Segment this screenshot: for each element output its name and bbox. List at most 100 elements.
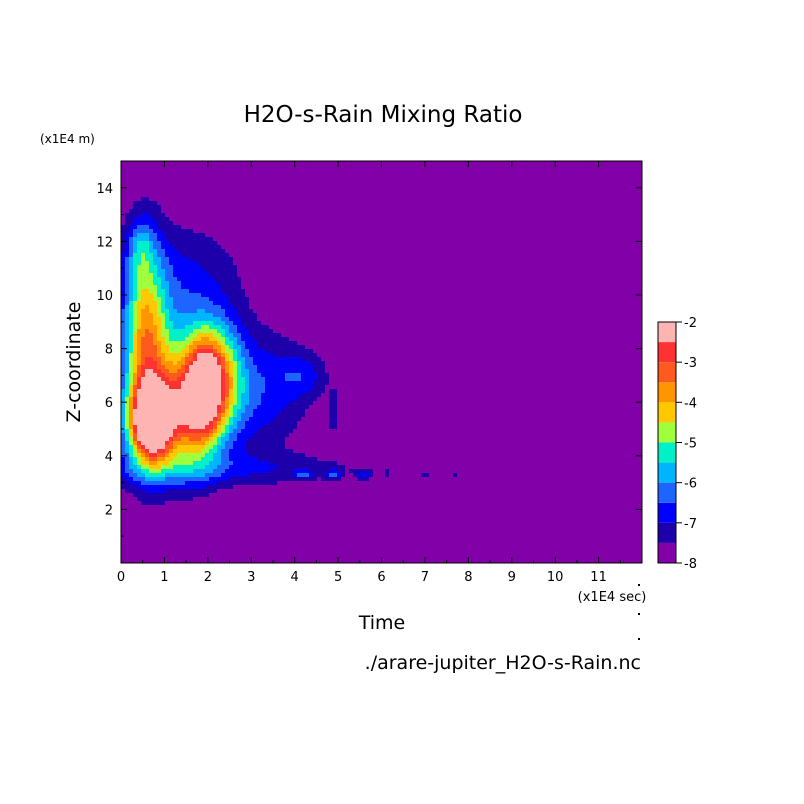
contour-cell [253,385,257,389]
contour-cell [145,453,149,457]
contour-cell [133,217,137,221]
contour-cell [249,437,253,441]
contour-cell [125,389,129,393]
contour-cell [297,465,301,469]
contour-cell [217,465,221,469]
contour-cell [177,357,181,361]
contour-cell [193,369,197,373]
contour-cell [169,381,173,385]
contour-cell [229,485,233,489]
contour-cell [141,445,145,449]
contour-cell [129,321,133,325]
contour-cell [245,369,249,373]
contour-cell [209,253,213,257]
contour-cell [185,361,189,365]
contour-cell [309,461,313,465]
contour-cell [285,369,289,373]
contour-cell [185,481,189,485]
contour-cell [129,305,133,309]
contour-cell [229,273,233,277]
contour-cell [133,473,137,477]
contour-cell [149,413,153,417]
contour-cell [205,265,209,269]
contour-cell [261,445,265,449]
contour-cell [137,369,141,373]
contour-cell [269,425,273,429]
contour-cell [181,313,185,317]
contour-cell [201,393,205,397]
contour-cell [133,301,137,305]
contour-cell [337,469,341,473]
contour-cell [237,413,241,417]
contour-cell [217,313,221,317]
contour-cell [121,297,125,301]
contour-cell [133,393,137,397]
contour-cell [165,285,169,289]
contour-cell [181,265,185,269]
contour-cell [161,245,165,249]
contour-cell [217,281,221,285]
contour-cell [209,453,213,457]
contour-cell [197,277,201,281]
contour-cell [257,345,261,349]
contour-cell [141,297,145,301]
contour-cell [157,237,161,241]
contour-cell [209,281,213,285]
contour-cell [205,421,209,425]
colorbar-swatch [658,342,676,363]
contour-cell [253,325,257,329]
contour-cell [173,425,177,429]
contour-cell [133,489,137,493]
contour-cell [149,321,153,325]
contour-cell [233,381,237,385]
contour-cell [173,497,177,501]
contour-cell [169,421,173,425]
contour-cell [281,397,285,401]
contour-cell [257,477,261,481]
contour-cell [229,297,233,301]
contour-cell [177,265,181,269]
contour-cell [145,497,149,501]
contour-cell [121,225,125,229]
contour-cell [161,225,165,229]
contour-cell [145,361,149,365]
contour-cell [453,473,457,477]
contour-cell [185,229,189,233]
contour-cell [189,333,193,337]
contour-cell [137,237,141,241]
contour-cell [181,337,185,341]
contour-cell [145,377,149,381]
contour-cell [261,369,265,373]
contour-cell [149,245,153,249]
contour-cell [225,353,229,357]
contour-cell [217,333,221,337]
contour-cell [173,405,177,409]
contour-cell [233,293,237,297]
contour-cell [269,401,273,405]
contour-cell [385,469,389,473]
contour-cell [197,293,201,297]
contour-cell [213,401,217,405]
contour-cell [217,297,221,301]
contour-cell [145,373,149,377]
contour-cell [209,437,213,441]
contour-cell [297,345,301,349]
contour-cell [193,313,197,317]
contour-cell [121,229,125,233]
contour-cell [301,381,305,385]
contour-cell [309,377,313,381]
contour-cell [257,361,261,365]
contour-cell [133,261,137,265]
contour-cell [221,449,225,453]
contour-cell [141,281,145,285]
contour-cell [233,401,237,405]
contour-cell [213,469,217,473]
contour-cell [293,401,297,405]
contour-cell [141,493,145,497]
contour-cell [253,345,257,349]
contour-cell [137,313,141,317]
contour-cell [173,349,177,353]
contour-cell [153,389,157,393]
contour-cell [197,321,201,325]
contour-cell [181,397,185,401]
